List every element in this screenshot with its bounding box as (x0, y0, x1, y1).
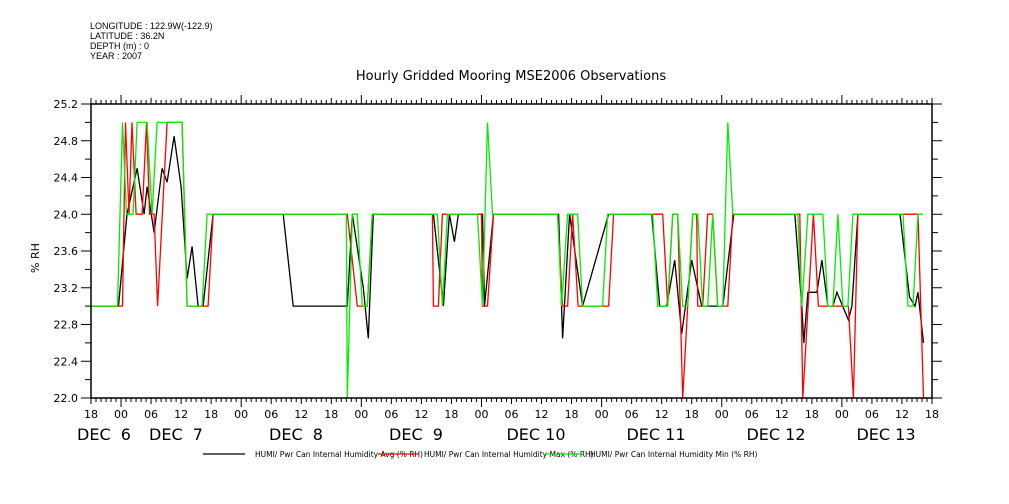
x-tick-label: 18 (324, 408, 338, 421)
x-tick-label: 12 (895, 408, 909, 421)
metadata-block: LONGITUDE : 122.9W(-122.9) LATITUDE : 36… (90, 21, 213, 61)
x-tick-label: 06 (865, 408, 879, 421)
longitude-label: LONGITUDE : 122.9W(-122.9) (90, 21, 213, 31)
x-tick-label: 12 (414, 408, 428, 421)
x-tick-label: 18 (685, 408, 699, 421)
date-label: DEC 13 (856, 425, 915, 444)
latitude-label: LATITUDE : 36.2N (90, 31, 165, 41)
x-tick-label: 18 (565, 408, 579, 421)
y-tick-label: 22.4 (54, 355, 79, 368)
date-label: DEC 7 (149, 425, 203, 444)
x-tick-label: 06 (745, 408, 759, 421)
x-tick-label: 00 (715, 408, 729, 421)
y-tick-label: 22.8 (54, 319, 79, 332)
x-tick-label: 18 (444, 408, 458, 421)
date-label: DEC 10 (506, 425, 565, 444)
x-tick-label: 06 (625, 408, 639, 421)
x-tick-label: 06 (144, 408, 158, 421)
chart-title: Hourly Gridded Mooring MSE2006 Observati… (356, 69, 666, 84)
x-tick-label: 00 (354, 408, 368, 421)
legend-label: HUMI/ Pwr Can Internal Humidity Max (% R… (424, 450, 594, 459)
x-tick-label: 06 (384, 408, 398, 421)
x-tick-label: 00 (114, 408, 128, 421)
date-label: DEC 12 (746, 425, 805, 444)
date-label: DEC 8 (269, 425, 323, 444)
y-tick-label: 24.4 (54, 172, 79, 185)
x-tick-label: 06 (264, 408, 278, 421)
y-tick-labels: 22.0 22.4 22.8 23.2 23.6 24.0 24.4 24.8 25.2 (54, 98, 79, 405)
date-labels: DEC 6 DEC 7 DEC 8 DEC 9 DEC 10 DEC 11 DEC 12 DE… (77, 425, 916, 444)
y-tick-label: 25.2 (54, 98, 79, 111)
y-axis-label: % RH (29, 243, 42, 273)
x-tick-labels: 18 00 06 12 18 00 06 12 18 00 06 12 18 00 06 12 18 00 06 12… (84, 408, 939, 421)
legend-label: HUMI/ Pwr Can Internal Humidity Avg (% R… (255, 450, 423, 459)
x-tick-label: 00 (234, 408, 248, 421)
x-tick-label: 12 (294, 408, 308, 421)
x-tick-label: 18 (805, 408, 819, 421)
y-tick-label: 23.6 (54, 245, 79, 258)
x-tick-label: 12 (655, 408, 669, 421)
x-tick-label: 12 (535, 408, 549, 421)
y-tick-label: 22.0 (54, 392, 79, 405)
date-label: DEC 11 (626, 425, 685, 444)
series-line-min (91, 121, 923, 399)
date-label: DEC 9 (389, 425, 443, 444)
legend: HUMI/ Pwr Can Internal Humidity Avg (% R… (203, 450, 757, 459)
x-tick-label: 18 (925, 408, 939, 421)
x-tick-label: 18 (204, 408, 218, 421)
x-tick-label: 00 (835, 408, 849, 421)
axis-ticks (81, 95, 942, 407)
series-layer (91, 121, 925, 399)
x-tick-label: 00 (474, 408, 488, 421)
x-tick-label: 00 (595, 408, 609, 421)
x-tick-label: 06 (505, 408, 519, 421)
legend-label: HUMI/ Pwr Can Internal Humidity Min (% R… (590, 450, 757, 459)
plot-frame (90, 103, 933, 399)
year-label: YEAR : 2007 (90, 51, 143, 61)
y-tick-label: 24.0 (54, 208, 79, 221)
x-tick-label: 12 (775, 408, 789, 421)
x-tick-label: 12 (174, 408, 188, 421)
date-label: DEC 6 (77, 425, 131, 444)
y-tick-label: 23.2 (54, 282, 79, 295)
x-tick-label: 18 (84, 408, 98, 421)
depth-label: DEPTH (m) : 0 (90, 41, 150, 51)
y-tick-label: 24.8 (54, 135, 79, 148)
series-line-max (91, 121, 925, 399)
